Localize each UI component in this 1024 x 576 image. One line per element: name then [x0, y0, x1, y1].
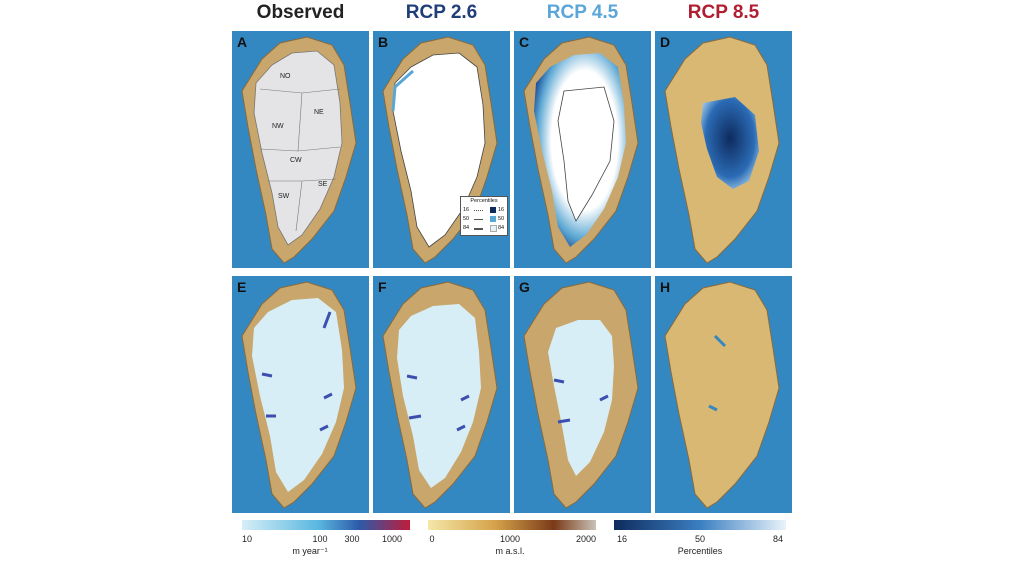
panel-a: A NO NE NW CW SE SW	[232, 31, 369, 268]
colorbar-tick: 0	[429, 534, 435, 544]
greenland-map	[382, 281, 498, 509]
greenland-map	[664, 36, 780, 264]
greenland-map	[241, 36, 357, 264]
greenland-map	[523, 281, 639, 509]
panel-label-h: H	[660, 279, 671, 295]
column-title-rcp26: RCP 2.6	[405, 2, 478, 23]
colorbar-tick: 1000	[499, 534, 521, 544]
colorbar-label: Percentiles	[677, 546, 723, 556]
panel-g: G	[514, 276, 651, 513]
legend-row: 16 16	[463, 207, 507, 214]
legend-swatch-label: 16	[498, 207, 505, 213]
region-label-no: NO	[280, 73, 291, 80]
panel-label-b: B	[378, 34, 389, 50]
legend-title: Percentiles	[470, 198, 498, 204]
legend-row: 50 50	[463, 216, 507, 223]
legend-swatch	[490, 225, 497, 232]
colorbar-tick: 100	[312, 534, 328, 544]
panel-b: B Percentiles 16 16 50 50 84 84	[373, 31, 510, 268]
colorbar-tick: 84	[772, 534, 784, 544]
panel-label-f: F	[378, 279, 387, 295]
panel-d: D	[655, 31, 792, 268]
percentiles-colorbar	[614, 520, 786, 530]
colorbar-tick: 50	[694, 534, 706, 544]
panel-label-d: D	[660, 34, 671, 50]
panel-f: F	[373, 276, 510, 513]
panel-h: H	[655, 276, 792, 513]
velocity-colorbar	[242, 520, 410, 530]
region-label-sw: SW	[278, 193, 290, 200]
panel-label-g: G	[519, 279, 530, 295]
colorbar-label: m year⁻¹	[292, 546, 328, 556]
region-label-cw: CW	[290, 157, 302, 164]
legend-row: 84 84	[463, 225, 507, 232]
legend-swatch	[490, 207, 496, 213]
legend-line-label: 84	[463, 225, 470, 231]
panel-label-e: E	[237, 279, 247, 295]
column-title-observed: Observed	[256, 2, 345, 23]
colorbar-tick: 300	[344, 534, 360, 544]
colorbar-tick: 16	[616, 534, 628, 544]
panel-e: E	[232, 276, 369, 513]
column-title-rcp45: RCP 4.5	[546, 2, 619, 23]
greenland-map	[664, 281, 780, 509]
region-label-se: SE	[318, 181, 328, 188]
colorbar-tick: 1000	[381, 534, 403, 544]
panel-label-c: C	[519, 34, 530, 50]
colorbar-tick: 10	[241, 534, 253, 544]
legend-swatch-label: 84	[498, 225, 505, 231]
region-label-ne: NE	[314, 109, 324, 116]
colorbar-label: m a.s.l.	[495, 546, 525, 556]
colorbar-tick: 2000	[575, 534, 597, 544]
legend-line-label: 16	[463, 207, 470, 213]
legend-swatch	[490, 216, 496, 222]
panel-label-a: A	[237, 34, 248, 50]
percentile-legend: Percentiles 16 16 50 50 84 84	[460, 196, 508, 236]
panel-c: C	[514, 31, 651, 268]
elevation-colorbar	[428, 520, 596, 530]
region-label-nw: NW	[272, 123, 284, 130]
column-title-rcp85: RCP 8.5	[687, 2, 760, 23]
greenland-map	[241, 281, 357, 509]
legend-swatch-label: 50	[498, 216, 505, 222]
legend-line-label: 50	[463, 216, 470, 222]
greenland-map	[523, 36, 639, 264]
